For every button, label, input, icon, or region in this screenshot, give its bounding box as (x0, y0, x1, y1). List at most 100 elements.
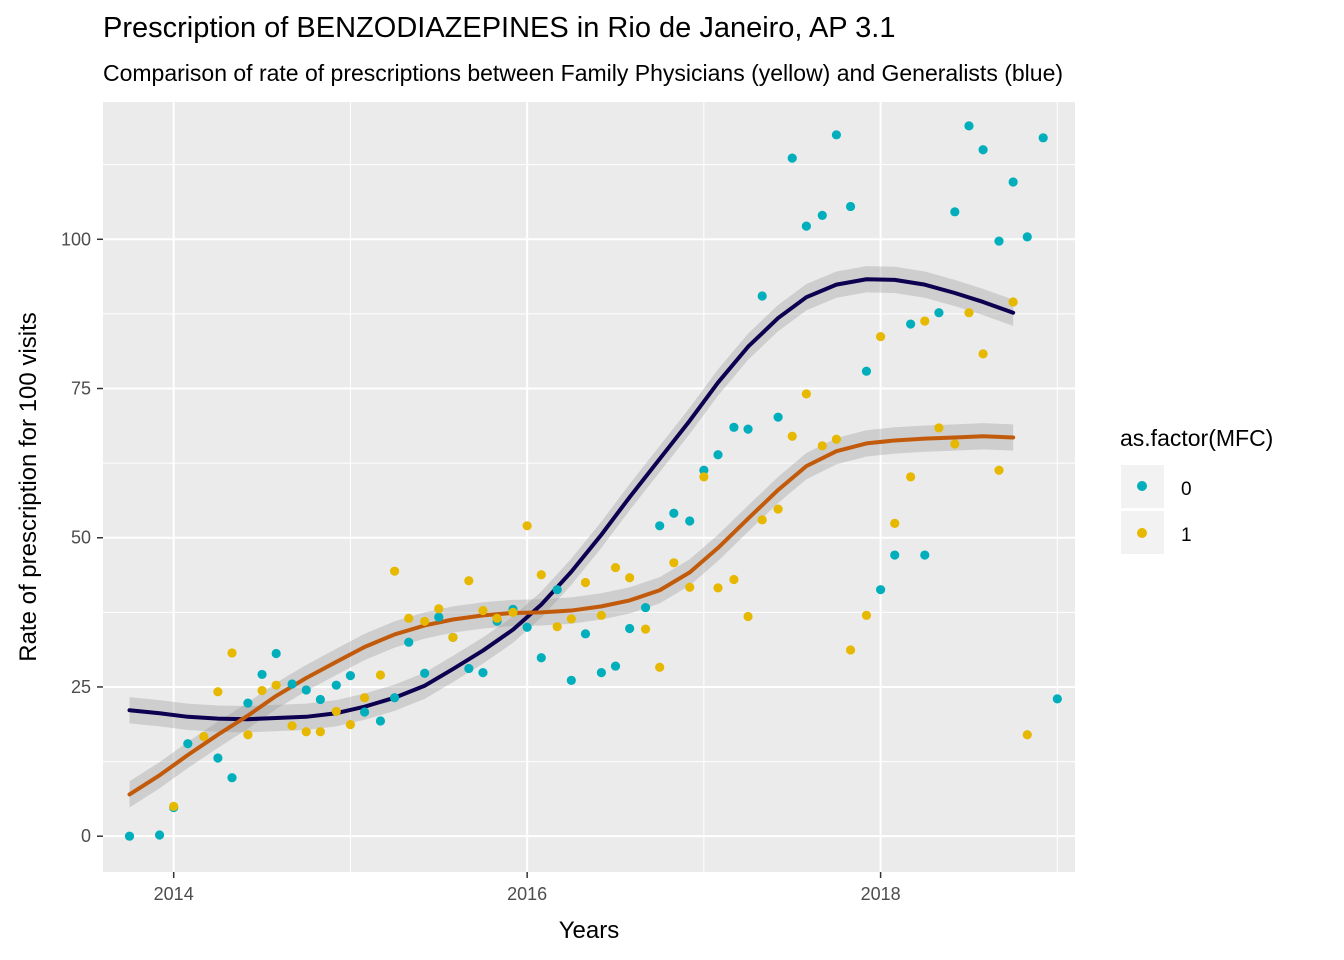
data-point-1 (994, 465, 1004, 475)
data-point-0 (552, 585, 562, 595)
data-point-1 (522, 521, 532, 531)
data-point-1 (950, 439, 960, 449)
data-point-1 (801, 389, 811, 399)
data-point-0 (287, 679, 297, 689)
data-point-0 (640, 602, 651, 613)
data-point-0 (183, 739, 193, 749)
data-point-1 (359, 693, 370, 703)
y-tick-label: 0 (81, 826, 91, 846)
data-point-1 (1022, 730, 1032, 740)
x-tick-label: 2016 (507, 884, 547, 904)
data-point-1 (729, 574, 739, 585)
data-point-1 (375, 670, 386, 680)
data-point-0 (271, 648, 281, 659)
data-point-0 (404, 637, 414, 647)
data-point-1 (655, 662, 665, 672)
data-point-0 (610, 661, 621, 671)
data-point-1 (773, 504, 783, 514)
data-point-1 (861, 610, 872, 620)
y-tick-label: 100 (61, 229, 91, 249)
data-point-1 (890, 518, 900, 529)
data-point-1 (552, 622, 562, 632)
data-point-0 (743, 424, 753, 434)
data-point-0 (669, 508, 679, 518)
data-point-0 (845, 201, 856, 212)
x-axis-title: Years (559, 917, 620, 944)
data-point-0 (950, 207, 960, 217)
data-point-1 (934, 423, 944, 433)
legend-title: as.factor(MFC) (1120, 425, 1273, 451)
data-point-1 (685, 582, 695, 592)
data-point-1 (817, 441, 827, 451)
data-point-0 (227, 773, 237, 783)
data-point-0 (213, 753, 223, 763)
data-point-0 (655, 521, 665, 531)
data-point-1 (257, 685, 267, 696)
data-point-0 (817, 210, 827, 221)
data-point-1 (199, 731, 209, 742)
data-point-0 (890, 550, 900, 560)
data-point-1 (640, 624, 651, 634)
data-point-0 (359, 707, 370, 717)
data-point-0 (964, 121, 974, 131)
data-point-1 (713, 583, 723, 593)
data-point-0 (420, 668, 430, 678)
data-point-0 (801, 221, 811, 231)
data-point-0 (434, 612, 444, 622)
data-point-1 (464, 576, 474, 586)
y-tick-label: 50 (71, 528, 91, 548)
data-point-1 (271, 680, 281, 690)
axes: 2014 2016 2018 0 25 50 75 100 (61, 229, 901, 904)
x-tick-label: 2014 (154, 884, 194, 904)
data-point-0 (729, 422, 739, 432)
smooth-line-1 (127, 434, 1016, 797)
data-point-1 (757, 515, 767, 525)
data-point-0 (920, 550, 930, 560)
x-tick-label: 2018 (861, 884, 901, 904)
data-point-0 (1038, 133, 1048, 143)
data-point-0 (787, 153, 797, 163)
data-point-0 (522, 622, 532, 632)
data-point-1 (610, 562, 621, 573)
legend-label-0: 0 (1181, 479, 1192, 500)
data-point-0 (464, 663, 474, 674)
data-point-1 (434, 604, 444, 614)
data-point-0 (124, 831, 135, 841)
data-points (124, 121, 1062, 841)
data-point-0 (699, 465, 709, 475)
data-point-0 (478, 668, 488, 678)
data-point-0 (154, 830, 165, 840)
y-axis-title: Rate of prescription for 100 visits (15, 312, 42, 662)
data-point-1 (345, 719, 356, 730)
data-point-1 (596, 610, 606, 620)
data-point-1 (390, 566, 400, 576)
smooth-lines (127, 277, 1016, 797)
data-point-1 (699, 472, 709, 482)
data-point-0 (257, 669, 267, 680)
data-point-1 (227, 648, 237, 658)
data-point-1 (448, 632, 458, 643)
data-point-0 (375, 716, 386, 726)
y-tick-label: 75 (71, 379, 91, 399)
chart-title: Prescription of BENZODIAZEPINES in Rio d… (103, 12, 896, 44)
smooth-line-0 (127, 277, 1016, 722)
data-point-1 (787, 431, 797, 441)
data-point-0 (596, 668, 606, 678)
data-point-1 (404, 613, 414, 623)
data-point-1 (566, 614, 576, 624)
data-point-0 (934, 308, 944, 318)
data-point-1 (964, 308, 974, 318)
data-point-0 (625, 623, 635, 634)
data-point-0 (566, 675, 576, 685)
data-point-0 (315, 694, 325, 705)
data-point-1 (876, 331, 886, 342)
data-point-0 (685, 516, 695, 526)
data-point-1 (580, 577, 591, 588)
data-point-1 (1008, 297, 1018, 307)
data-point-1 (906, 472, 916, 482)
legend-label-1: 1 (1181, 525, 1192, 546)
grid-lines (103, 102, 1075, 872)
data-point-0 (906, 319, 916, 329)
data-point-1 (492, 613, 502, 623)
